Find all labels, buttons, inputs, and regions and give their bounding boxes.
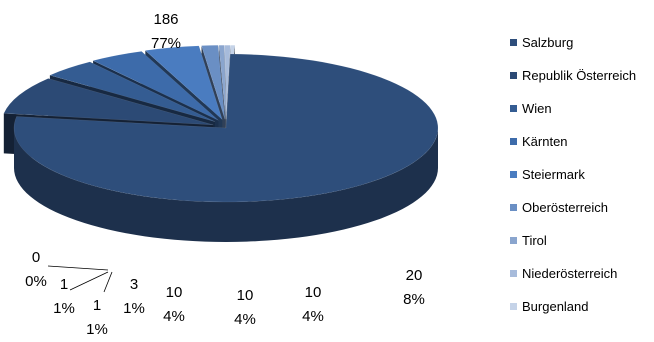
legend-item-republik-sterreich: Republik Österreich bbox=[510, 67, 636, 83]
data-label-value: 10 bbox=[237, 287, 254, 304]
data-label-percent: 77% bbox=[151, 35, 181, 52]
slices-group bbox=[4, 45, 438, 242]
data-label-value: 1 bbox=[93, 297, 101, 314]
leader-line bbox=[70, 272, 108, 290]
legend-item-k-rnten: Kärnten bbox=[510, 133, 568, 149]
legend-swatch bbox=[510, 138, 517, 145]
legend-label: Niederösterreich bbox=[522, 266, 617, 281]
leader-line bbox=[48, 266, 108, 270]
data-label-percent: 4% bbox=[234, 311, 256, 328]
data-label-value: 10 bbox=[305, 284, 322, 301]
legend-label: Burgenland bbox=[522, 299, 589, 314]
legend-swatch bbox=[510, 171, 517, 178]
legend-swatch bbox=[510, 72, 517, 79]
data-label-value: 20 bbox=[406, 267, 423, 284]
legend-swatch bbox=[510, 270, 517, 277]
data-label-percent: 4% bbox=[163, 308, 185, 325]
legend-item-salzburg: Salzburg bbox=[510, 34, 573, 50]
data-label-percent: 8% bbox=[403, 291, 425, 308]
data-label-percent: 1% bbox=[123, 300, 145, 317]
legend-item-nieder-sterreich: Niederösterreich bbox=[510, 265, 617, 281]
legend-item-tirol: Tirol bbox=[510, 232, 547, 248]
data-label-value: 0 bbox=[32, 249, 40, 266]
leader-line bbox=[104, 272, 112, 292]
legend-swatch bbox=[510, 39, 517, 46]
legend-label: Tirol bbox=[522, 233, 547, 248]
legend-label: Kärnten bbox=[522, 134, 568, 149]
legend-item-steiermark: Steiermark bbox=[510, 166, 585, 182]
legend-item-ober-sterreich: Oberösterreich bbox=[510, 199, 608, 215]
legend-swatch bbox=[510, 105, 517, 112]
data-label-percent: 1% bbox=[53, 300, 75, 317]
data-label-value: 10 bbox=[166, 284, 183, 301]
legend-label: Salzburg bbox=[522, 35, 573, 50]
data-label-value: 186 bbox=[153, 11, 178, 28]
data-label-percent: 0% bbox=[25, 273, 47, 290]
legend-label: Steiermark bbox=[522, 167, 585, 182]
data-label-value: 3 bbox=[130, 276, 138, 293]
legend-label: Wien bbox=[522, 101, 552, 116]
data-label-percent: 4% bbox=[302, 308, 324, 325]
legend-label: Republik Österreich bbox=[522, 68, 636, 83]
legend-swatch bbox=[510, 303, 517, 310]
data-label-percent: 1% bbox=[86, 321, 108, 338]
legend-swatch bbox=[510, 237, 517, 244]
legend-swatch bbox=[510, 204, 517, 211]
legend-item-burgenland: Burgenland bbox=[510, 298, 589, 314]
legend-item-wien: Wien bbox=[510, 100, 552, 116]
legend-label: Oberösterreich bbox=[522, 200, 608, 215]
data-label-value: 1 bbox=[60, 276, 68, 293]
